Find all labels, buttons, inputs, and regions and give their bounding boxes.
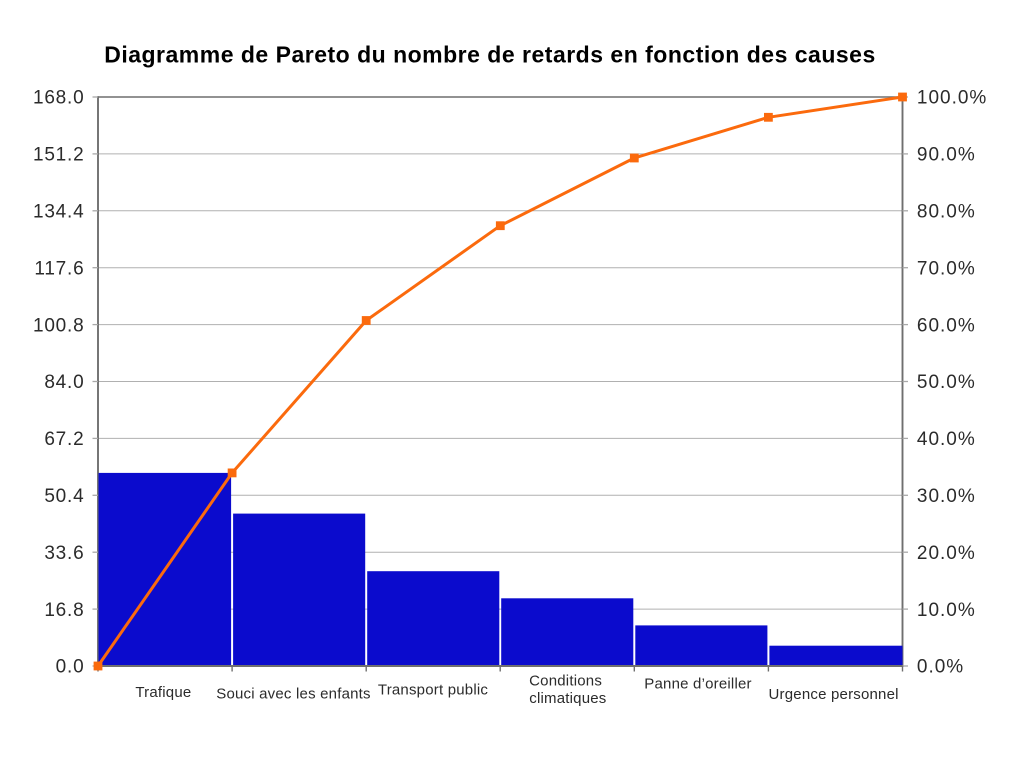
svg-text:70.0%: 70.0% [917, 258, 976, 279]
svg-text:16.8: 16.8 [44, 600, 84, 621]
svg-text:50.4: 50.4 [44, 486, 84, 507]
svg-text:Panne d’oreiller: Panne d’oreiller [644, 675, 751, 692]
svg-text:33.6: 33.6 [44, 543, 84, 564]
svg-text:134.4: 134.4 [33, 202, 85, 223]
svg-text:climatiques: climatiques [529, 690, 606, 707]
svg-text:Urgence personnel: Urgence personnel [769, 686, 899, 703]
svg-text:100.8: 100.8 [33, 315, 85, 336]
svg-text:100.0%: 100.0% [917, 88, 987, 109]
svg-text:90.0%: 90.0% [917, 145, 976, 166]
svg-text:67.2: 67.2 [44, 429, 84, 450]
svg-text:151.2: 151.2 [33, 145, 85, 166]
svg-text:84.0: 84.0 [44, 372, 84, 393]
svg-text:10.0%: 10.0% [917, 600, 976, 621]
svg-text:50.0%: 50.0% [917, 372, 976, 393]
svg-text:20.0%: 20.0% [917, 543, 976, 564]
svg-text:0.0%: 0.0% [917, 657, 964, 678]
svg-text:168.0: 168.0 [33, 88, 85, 109]
svg-text:Transport public: Transport public [378, 682, 488, 699]
svg-text:60.0%: 60.0% [917, 315, 976, 336]
svg-text:80.0%: 80.0% [917, 202, 976, 223]
svg-text:0.0: 0.0 [56, 657, 85, 678]
svg-text:Trafique: Trafique [135, 684, 191, 701]
svg-text:117.6: 117.6 [34, 258, 84, 279]
svg-text:Souci avec les enfants: Souci avec les enfants [216, 685, 371, 702]
svg-text:40.0%: 40.0% [917, 429, 976, 450]
svg-text:Diagramme de Pareto du nombre: Diagramme de Pareto du nombre de retards… [104, 42, 876, 68]
svg-text:Conditions: Conditions [529, 672, 602, 689]
svg-text:30.0%: 30.0% [917, 486, 976, 507]
